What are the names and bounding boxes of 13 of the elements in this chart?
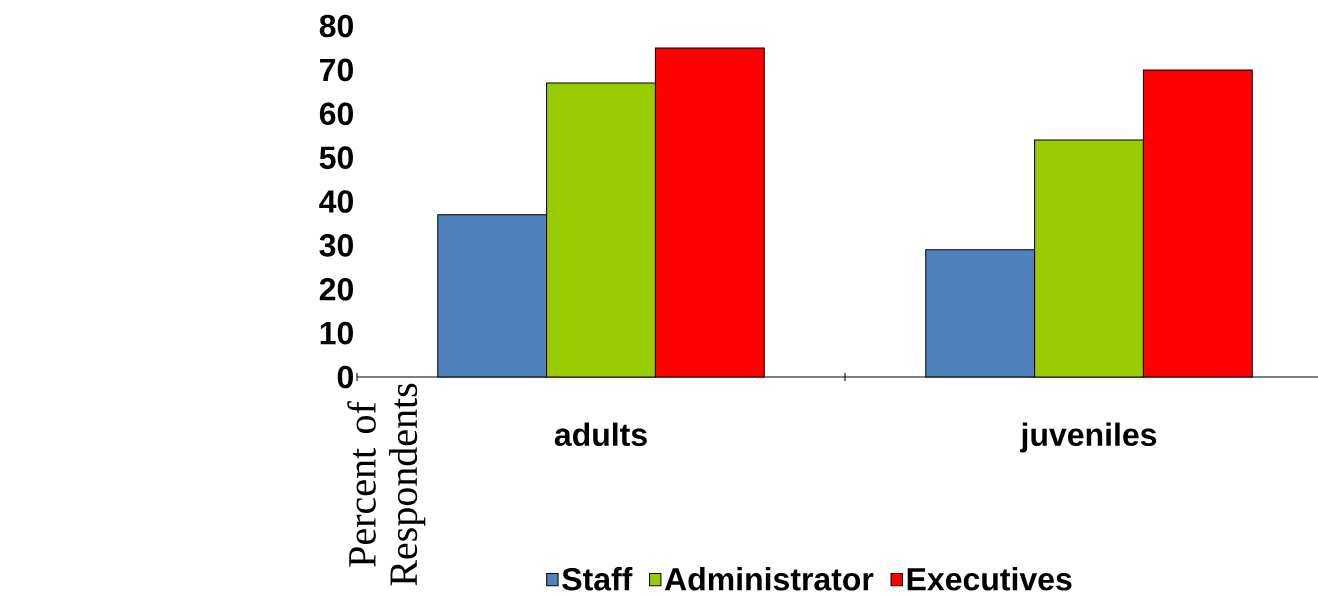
y-tick-label: 80 xyxy=(319,14,353,38)
y-tick-label: 40 xyxy=(319,190,353,213)
legend-label: Staff xyxy=(562,567,633,591)
y-tick-label: 20 xyxy=(319,277,353,301)
y-tick-label: 30 xyxy=(319,234,353,257)
legend-label: Executives xyxy=(907,567,1072,591)
x-tick-label: juveniles xyxy=(1020,422,1157,453)
x-tick-label: adults xyxy=(554,422,647,447)
y-tick-label: 60 xyxy=(319,102,353,126)
y-tick-label: 50 xyxy=(319,146,353,169)
y-tick-label: 10 xyxy=(320,321,353,345)
legend-label: Administrator xyxy=(664,567,874,591)
y-tick-label: 70 xyxy=(320,58,353,82)
